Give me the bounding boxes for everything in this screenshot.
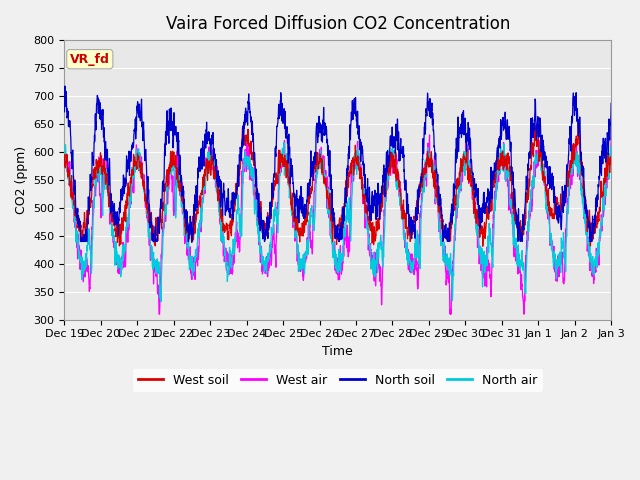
Y-axis label: CO2 (ppm): CO2 (ppm) xyxy=(15,146,28,214)
Legend: West soil, West air, North soil, North air: West soil, West air, North soil, North a… xyxy=(133,369,543,392)
X-axis label: Time: Time xyxy=(323,345,353,358)
Text: VR_fd: VR_fd xyxy=(70,53,109,66)
Title: Vaira Forced Diffusion CO2 Concentration: Vaira Forced Diffusion CO2 Concentration xyxy=(166,15,510,33)
